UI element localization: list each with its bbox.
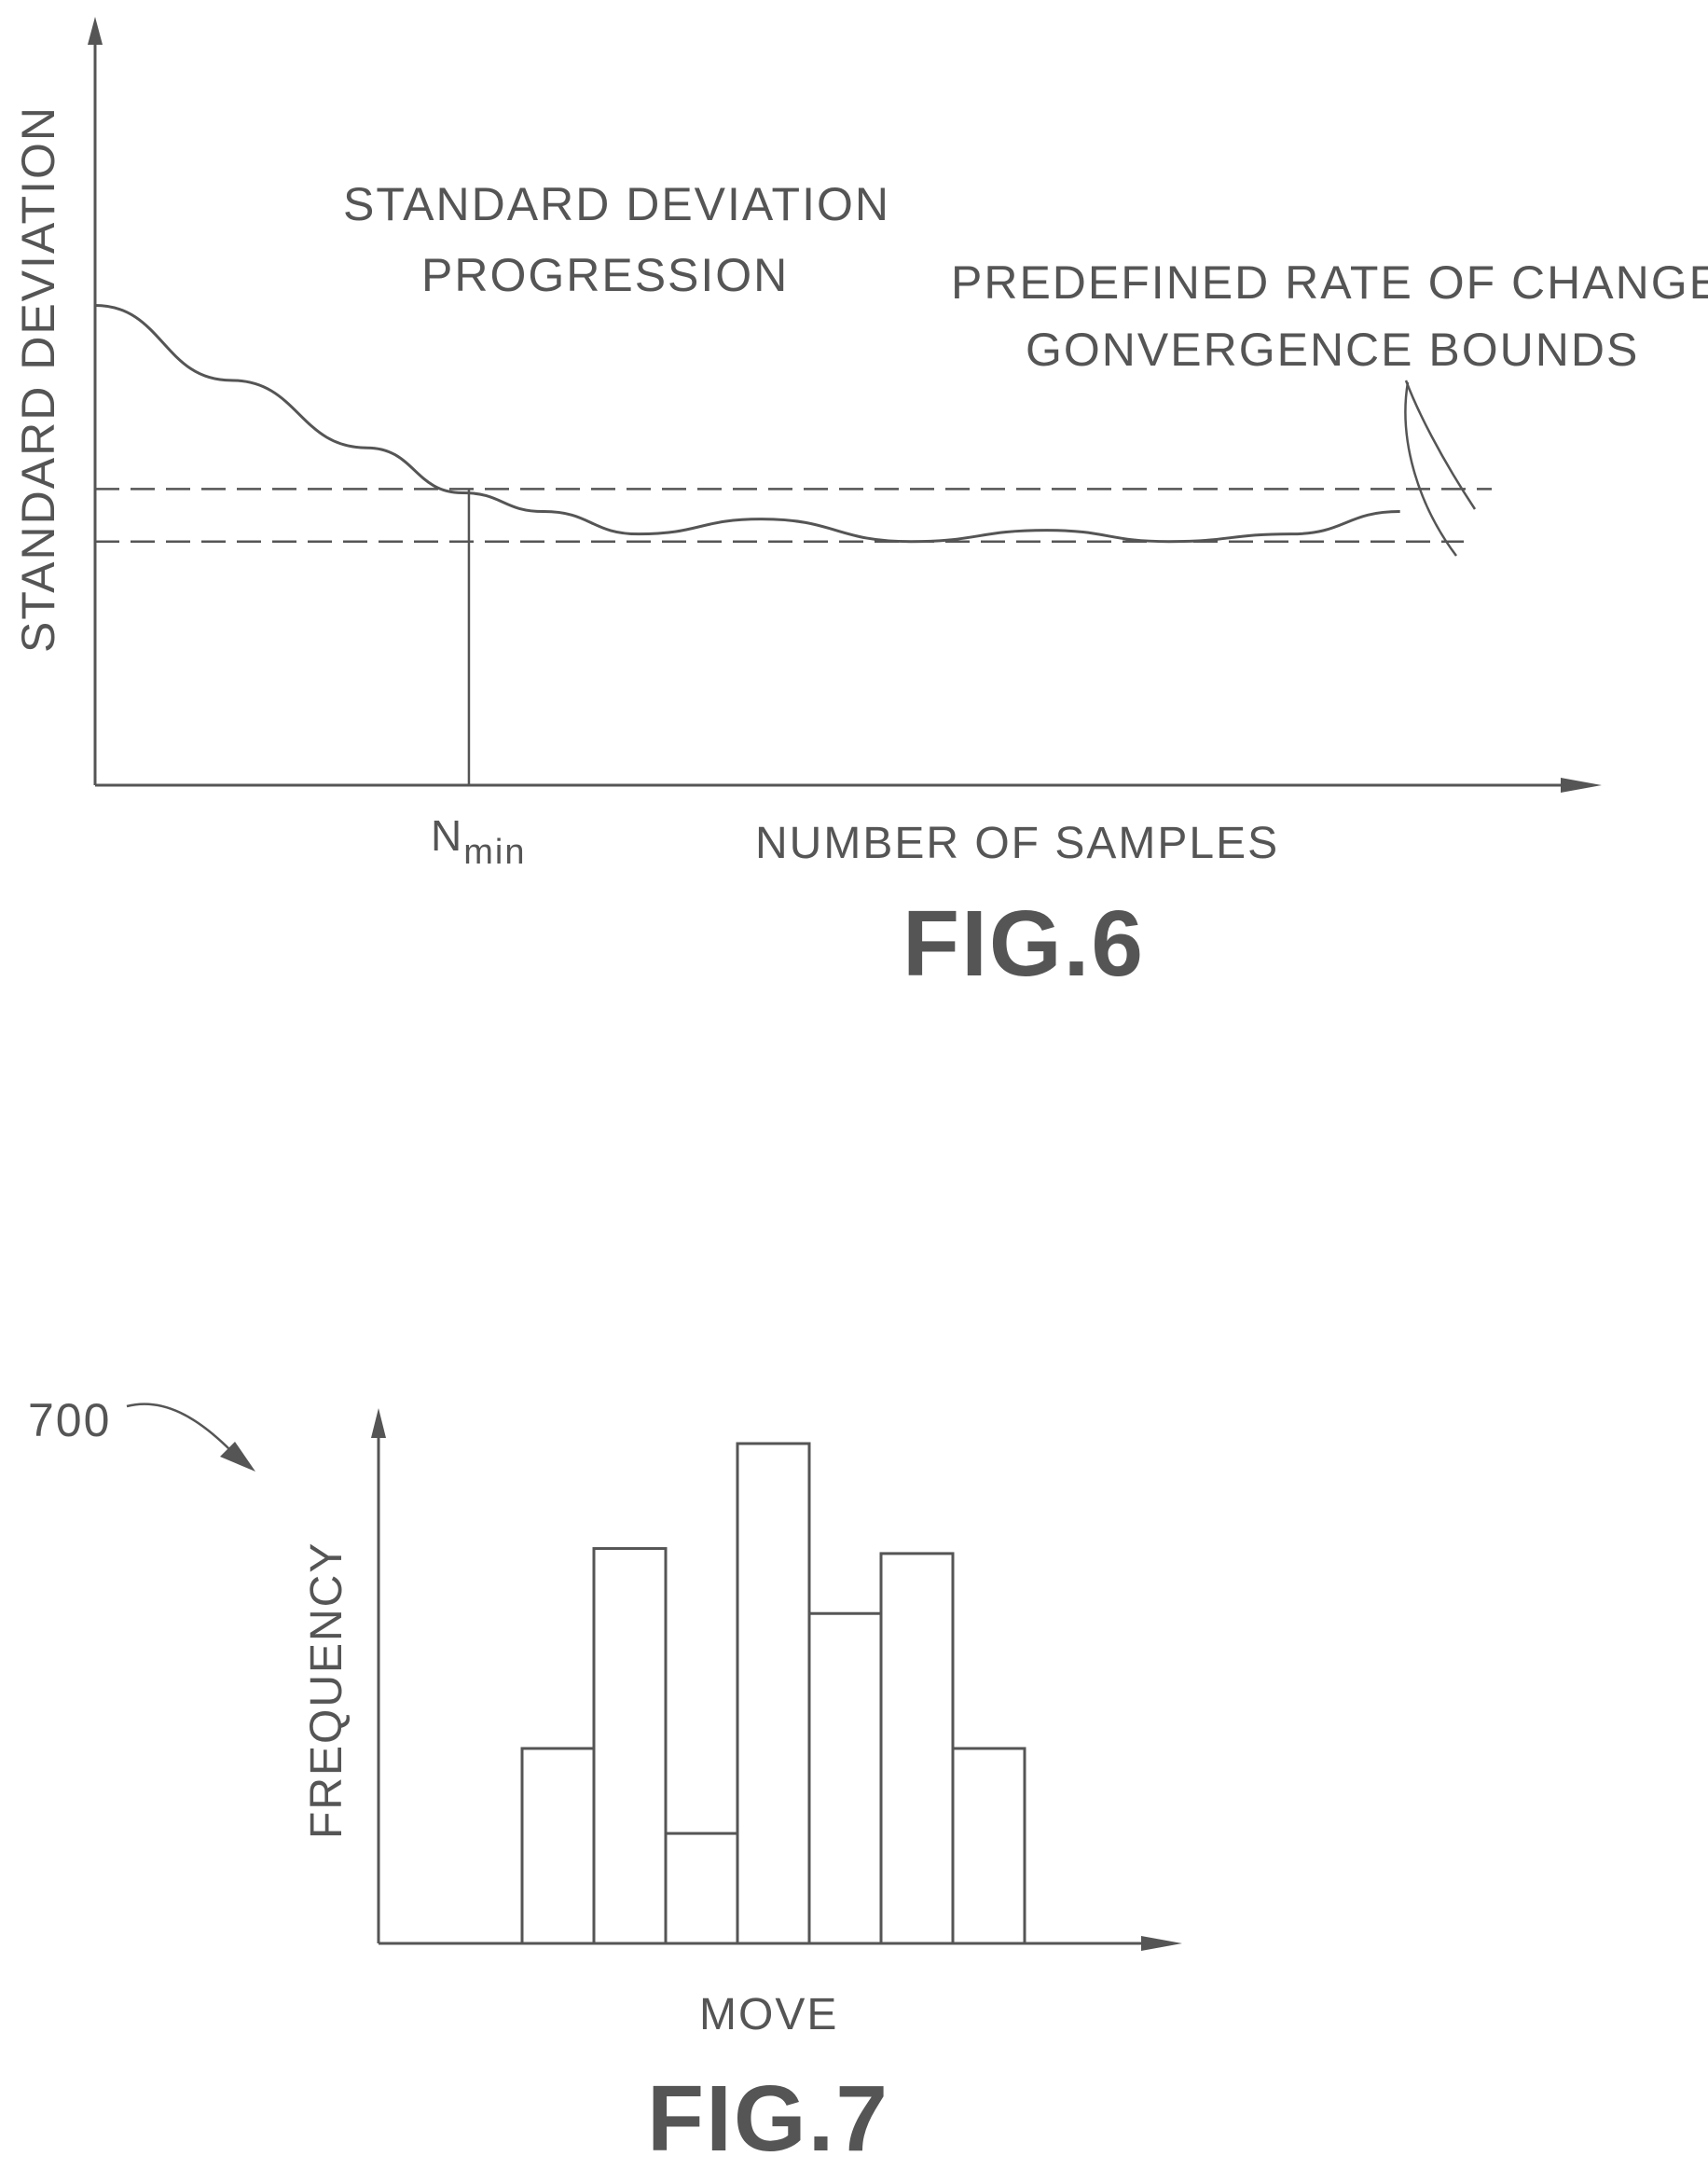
fig6-bounds-label-line1: PREDEFINED RATE OF CHANGE: [951, 256, 1708, 309]
fig7-reference-numeral: 700: [28, 1394, 111, 1446]
fig7-y-axis-arrowhead: [371, 1408, 386, 1438]
fig6-curve-label-line1: STANDARD DEVIATION: [343, 178, 890, 230]
fig6-chart: STANDARD DEVIATION NUMBER OF SAMPLES STA…: [12, 17, 1708, 996]
fig6-figure-label: FIG.6: [902, 891, 1145, 996]
fig6-bounds-leader-upper: [1404, 380, 1477, 510]
fig6-y-axis-label: STANDARD DEVIATION: [12, 105, 64, 653]
fig6-bounds-leader-lower: [1404, 381, 1458, 557]
fig6-x-axis-arrowhead: [1561, 778, 1602, 793]
fig7-reference-arrowhead: [220, 1442, 255, 1472]
fig7-bar: [664, 1831, 739, 1945]
fig7-bar: [951, 1747, 1026, 1945]
fig6-y-axis-arrowhead: [88, 17, 103, 45]
fig7-bars: [520, 1442, 1026, 1945]
fig7-bar: [736, 1442, 811, 1945]
fig6-bounds-label-line2: GONVERGENCE BOUNDS: [1026, 324, 1639, 376]
fig6-x-axis-label: NUMBER OF SAMPLES: [755, 819, 1279, 868]
fig7-x-axis-arrowhead: [1141, 1936, 1182, 1951]
fig7-bar: [592, 1547, 668, 1945]
fig7-bar: [520, 1747, 596, 1945]
fig7-x-axis-label: MOVE: [699, 1990, 838, 2039]
fig7-reference-arrow: [126, 1403, 232, 1452]
fig6-nmin-label: Nmin: [431, 811, 526, 872]
fig7-figure-label: FIG.7: [647, 2066, 889, 2170]
fig6-curve-label-line2: PROGRESSION: [421, 249, 789, 301]
fig6-series-line: [94, 303, 1400, 544]
fig7-chart: 700 FREQUENCY MOVE FIG.7: [28, 1394, 1182, 2170]
fig7-y-axis-label: FREQUENCY: [302, 1541, 351, 1839]
fig7-bar: [807, 1611, 883, 1945]
fig7-bar: [879, 1552, 955, 1945]
